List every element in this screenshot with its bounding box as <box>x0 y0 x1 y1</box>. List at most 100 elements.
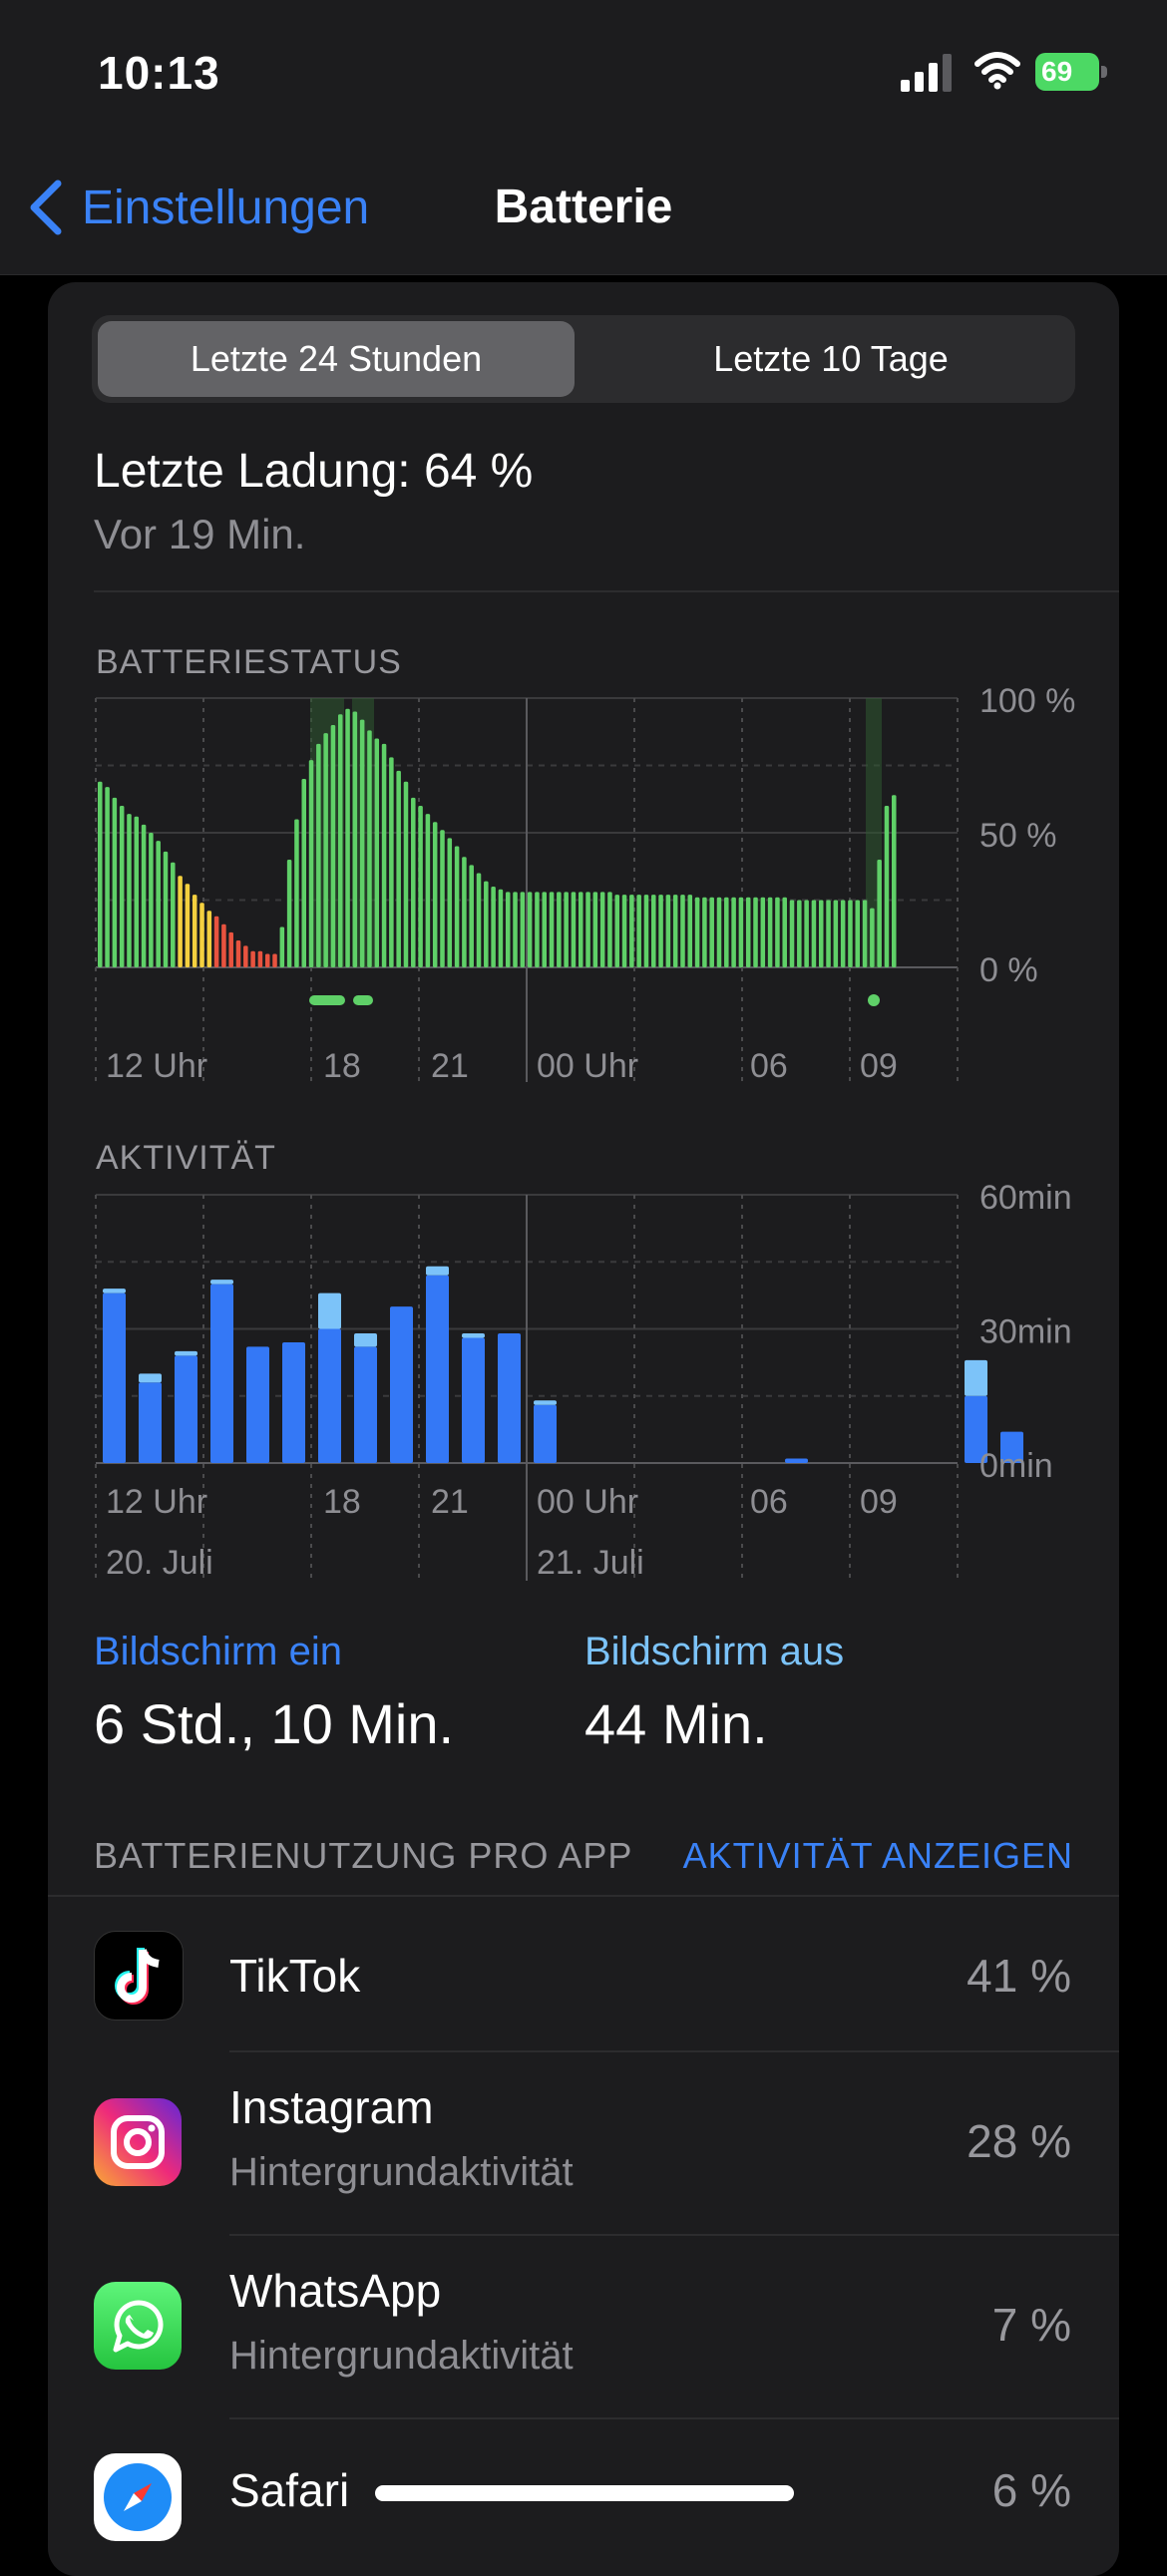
battery-bar <box>272 953 277 967</box>
x-tick-label: 09 <box>860 1047 898 1085</box>
activity-bar-screen-on <box>246 1346 269 1463</box>
activity-bar-screen-on <box>1000 1431 1023 1463</box>
battery-bar <box>367 730 372 967</box>
battery-bar <box>213 916 219 967</box>
battery-bar <box>141 824 147 967</box>
app-name: TikTok <box>229 1950 361 2002</box>
app-name: WhatsApp <box>229 2265 442 2317</box>
charts-canvas: 100 % 50 % 0 % 12 Uhr 18 21 00 Uhr 06 09 60min 3… <box>95 682 1075 1582</box>
battery-bar <box>243 945 248 967</box>
activity-bar-screen-off <box>965 1359 987 1396</box>
app-percent: 41 % <box>967 1950 1071 2002</box>
battery-bar <box>389 757 394 967</box>
x-tick-label: 06 <box>750 1047 788 1085</box>
battery-bar <box>345 708 350 967</box>
battery-bar <box>855 900 861 967</box>
battery-bar <box>877 860 882 967</box>
battery-bar <box>614 895 620 967</box>
x-tick-label: 00 Uhr <box>537 1047 638 1085</box>
battery-bar <box>760 897 766 967</box>
battery-bar <box>848 900 853 967</box>
battery-bar <box>491 887 496 967</box>
battery-bar <box>775 897 780 967</box>
app-subtitle: Hintergrundaktivität <box>229 2150 574 2194</box>
battery-bar <box>337 714 343 967</box>
battery-bar <box>665 895 671 967</box>
battery-bar <box>294 819 299 967</box>
battery-bar <box>818 900 824 967</box>
battery-bar <box>257 950 263 967</box>
charging-marker <box>868 994 880 1006</box>
activity-bar-screen-off <box>534 1400 557 1405</box>
battery-bar <box>505 892 511 967</box>
battery-bar <box>403 781 409 967</box>
battery-bar <box>250 950 255 967</box>
battery-bar <box>105 787 110 967</box>
activity-y-axis: 60min 30min 0min <box>979 1179 1072 1485</box>
activity-bar-screen-off <box>318 1292 341 1329</box>
app-name: Safari <box>229 2464 350 2516</box>
app-row-whatsapp[interactable]: WhatsApp Hintergrundaktivität 7 % <box>48 2236 1119 2419</box>
battery-bar <box>709 897 714 967</box>
activity-x-axis: 12 Uhr 18 21 00 Uhr 06 09 20. Juli 21. Juli <box>106 1483 898 1582</box>
activity-bar-screen-on <box>426 1275 449 1463</box>
app-row-tiktok[interactable]: TikTok 41 % <box>48 1897 1119 2052</box>
battery-bar <box>178 876 183 967</box>
date-label: 20. Juli <box>106 1544 213 1582</box>
battery-bar <box>192 895 197 967</box>
battery-bar <box>264 953 270 967</box>
wifi-icon <box>974 52 1020 90</box>
screen-off-value: 44 Min. <box>584 1692 768 1755</box>
activity-bar-screen-on <box>210 1284 233 1463</box>
segment-last-24-hours[interactable]: Letzte 24 Stunden <box>98 321 575 397</box>
y-tick-label: 0 % <box>979 951 1038 989</box>
date-label: 21. Juli <box>537 1544 644 1582</box>
battery-bar <box>286 860 292 967</box>
battery-x-axis: 12 Uhr 18 21 00 Uhr 06 09 <box>106 1047 898 1085</box>
battery-bar <box>680 895 685 967</box>
page-title: Batterie <box>494 181 673 233</box>
cellular-signal-icon <box>901 54 952 92</box>
battery-bar <box>599 892 605 967</box>
home-indicator[interactable] <box>375 2485 794 2501</box>
activity-bar-screen-on <box>354 1346 377 1463</box>
battery-bar <box>462 857 467 967</box>
battery-bar <box>221 923 226 967</box>
x-tick-label: 21 <box>431 1483 469 1521</box>
show-activity-link[interactable]: AKTIVITÄT ANZEIGEN <box>682 1835 1073 1876</box>
app-row-instagram[interactable]: Instagram Hintergrundaktivität 28 % <box>48 2052 1119 2236</box>
battery-bar <box>607 892 612 967</box>
app-percent: 7 % <box>991 2299 1071 2351</box>
x-tick-label: 18 <box>323 1483 361 1521</box>
battery-bar <box>651 895 656 967</box>
battery-bar <box>171 862 176 967</box>
battery-bar <box>870 908 875 967</box>
segment-last-10-days[interactable]: Letzte 10 Tage <box>713 338 949 379</box>
activity-bar-screen-off <box>103 1288 126 1293</box>
battery-icon: 69 <box>1035 53 1107 91</box>
battery-bar <box>592 892 598 967</box>
last-charge-title: Letzte Ladung: 64 % <box>94 445 534 498</box>
battery-bar <box>498 889 504 967</box>
back-button[interactable]: Einstellungen <box>26 176 369 239</box>
battery-bar <box>127 814 132 967</box>
whatsapp-icon <box>94 2282 182 2370</box>
activity-bar-screen-on <box>785 1458 808 1463</box>
charging-marker <box>309 995 345 1005</box>
battery-bar <box>112 797 118 967</box>
battery-bar <box>381 743 387 967</box>
battery-bar <box>396 770 401 967</box>
battery-bar <box>789 900 795 967</box>
battery-bar <box>98 781 103 967</box>
battery-bar <box>352 711 358 967</box>
activity-bar-screen-on <box>534 1404 557 1463</box>
battery-bar <box>418 806 423 967</box>
last-charge-time: Vor 19 Min. <box>94 511 306 557</box>
instagram-icon <box>94 2098 182 2186</box>
battery-y-axis: 100 % 50 % 0 % <box>979 682 1075 989</box>
battery-bar <box>454 846 460 967</box>
app-row-safari[interactable]: Safari 6 % <box>48 2419 1119 2541</box>
battery-bar <box>724 897 729 967</box>
time-range-selector: Letzte 24 Stunden Letzte 10 Tage <box>92 315 1075 403</box>
battery-bar <box>767 897 773 967</box>
